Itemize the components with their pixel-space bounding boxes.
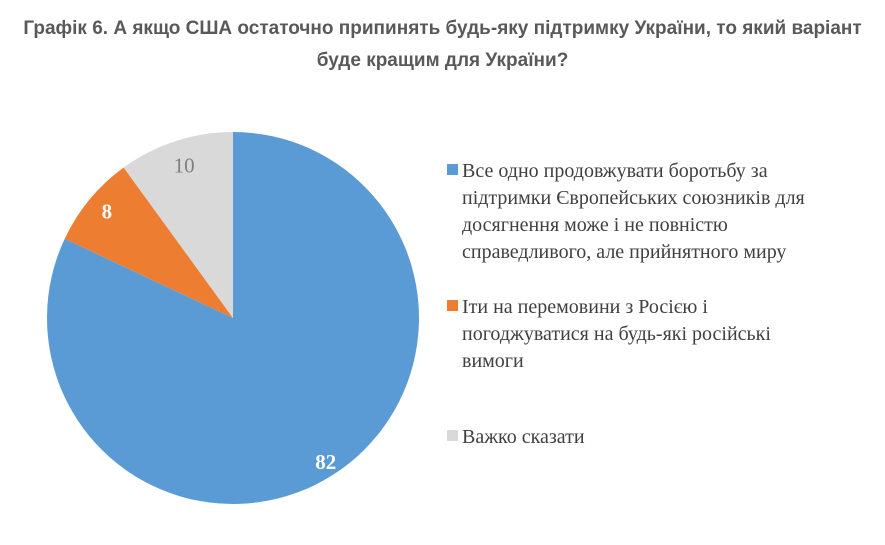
legend-swatch-orange-icon	[447, 300, 458, 311]
legend: Все одно продовжувати боротьбу за підтри…	[447, 0, 872, 545]
pie-value-label-3: 10	[174, 153, 195, 177]
pie-slice-1	[47, 132, 420, 505]
legend-item-continue-fight: Все одно продовжувати боротьбу за підтри…	[447, 158, 834, 266]
pie-value-label-1: 82	[315, 450, 336, 474]
pie-chart: 82 8 10	[47, 132, 420, 505]
pie-slice-2	[64, 167, 233, 318]
chart-title: Графік 6. А якщо США остаточно припинять…	[23, 18, 862, 71]
legend-swatch-gray-icon	[447, 430, 458, 441]
legend-label-hard-to-say: Важко сказати	[462, 426, 585, 448]
legend-item-negotiate-russia: Іти на перемовини з Росією і погоджувати…	[447, 294, 834, 375]
legend-item-hard-to-say: Важко сказати	[447, 424, 834, 451]
pie-value-label-2: 8	[102, 200, 113, 224]
pie-slice-3	[123, 132, 233, 318]
legend-label-continue-fight: Все одно продовжувати боротьбу за підтри…	[462, 160, 805, 263]
legend-label-negotiate-russia: Іти на перемовини з Росією і погоджувати…	[462, 296, 771, 372]
legend-swatch-blue-icon	[447, 164, 458, 175]
